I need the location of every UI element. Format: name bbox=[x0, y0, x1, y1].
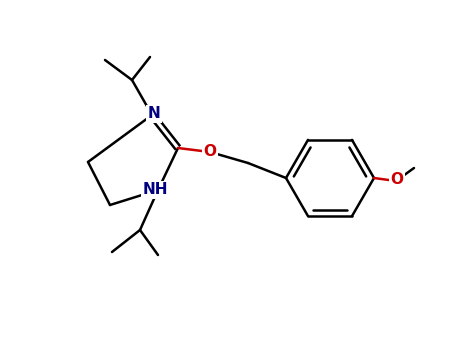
Text: N: N bbox=[147, 106, 160, 121]
Text: NH: NH bbox=[142, 182, 168, 197]
Text: O: O bbox=[203, 144, 217, 159]
Text: O: O bbox=[390, 173, 404, 188]
